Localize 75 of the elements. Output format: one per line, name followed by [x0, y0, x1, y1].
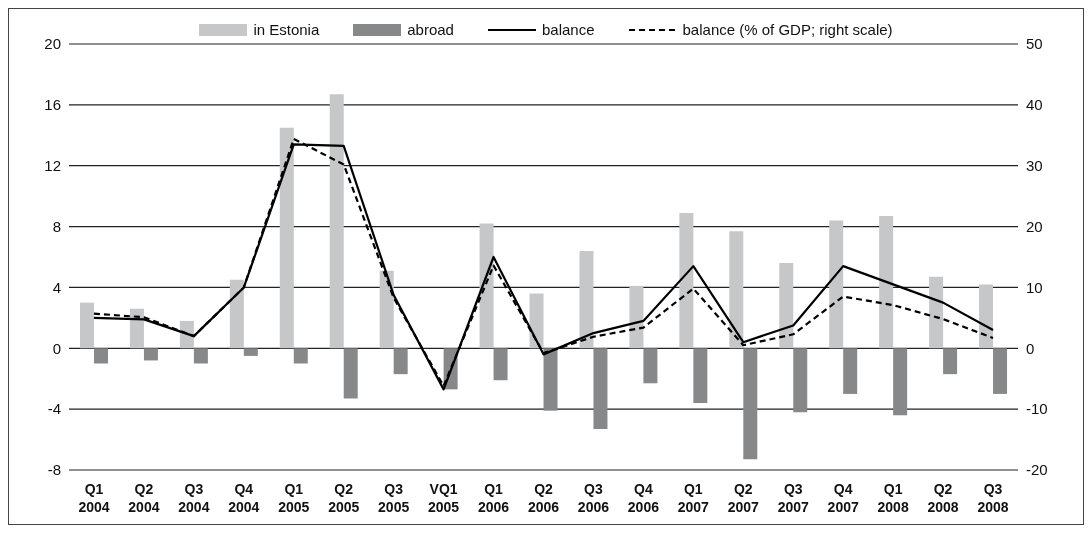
y-tick-label: -8 [47, 461, 61, 479]
y-tick-label: 0 [52, 339, 61, 357]
x-tick-label: VQ1 2005 [428, 481, 460, 515]
x-tick-label: Q2 2006 [527, 481, 560, 515]
x-tick-label: Q3 2007 [777, 481, 810, 515]
x-tick-label: Q1 2006 [477, 481, 510, 515]
bar [543, 348, 558, 411]
bar [943, 348, 958, 375]
x-tick-label: Q1 2007 [677, 481, 710, 515]
bar [793, 348, 808, 413]
bar [179, 320, 194, 349]
bar [343, 348, 358, 399]
y-tick-label: 20 [44, 35, 61, 53]
bar [929, 276, 944, 349]
bar [743, 348, 758, 460]
x-tick-label: Q1 2008 [877, 481, 909, 515]
x-tick-label: Q3 2008 [977, 481, 1009, 515]
y2-tick-label: 40 [1026, 96, 1043, 114]
y2-tick-label: 0 [1026, 339, 1035, 357]
bar [193, 348, 208, 364]
y2-tick-label: 50 [1026, 35, 1043, 53]
bar [493, 348, 508, 381]
legend-label: balance [540, 21, 595, 38]
x-tick-label: Q1 2005 [278, 481, 310, 515]
bar [729, 231, 744, 349]
bar [229, 279, 244, 349]
y2-tick-label: 10 [1026, 278, 1043, 296]
bar [979, 284, 994, 349]
y2-tick-label: -20 [1026, 461, 1048, 479]
bar [693, 348, 708, 404]
bar [779, 263, 794, 349]
bar [329, 94, 344, 349]
y2-tick-label: 30 [1026, 157, 1043, 175]
x-tick-label: Q4 2004 [228, 481, 260, 515]
y2-tick-label: 20 [1026, 217, 1043, 235]
x-tick-label: Q2 2008 [927, 481, 959, 515]
bar [129, 308, 144, 349]
bar [593, 348, 608, 429]
bar [279, 127, 294, 349]
x-tick-label: Q3 2005 [378, 481, 410, 515]
bar [893, 348, 908, 416]
bar [879, 215, 894, 349]
bar [629, 285, 644, 349]
x-tick-label: Q2 2007 [727, 481, 760, 515]
bar [379, 270, 394, 349]
bar [393, 348, 408, 375]
legend-label: balance (% of GDP; right scale) [681, 21, 893, 38]
y2-tick-label: -10 [1026, 400, 1048, 418]
legend-label: in Estonia [252, 21, 320, 38]
bar [143, 348, 158, 361]
bar [79, 302, 94, 349]
x-tick-label: Q1 2004 [78, 481, 110, 515]
y-tick-label: -4 [47, 400, 61, 418]
x-tick-label: Q4 2007 [827, 481, 859, 515]
bar [243, 348, 258, 356]
x-tick-label: Q2 2005 [328, 481, 360, 515]
y-tick-label: 8 [52, 217, 61, 235]
x-tick-label: Q3 2004 [178, 481, 210, 515]
x-tick-label: Q2 2004 [128, 481, 160, 515]
bar [479, 223, 494, 349]
bar [293, 348, 308, 364]
bar [993, 348, 1008, 394]
bar [93, 348, 108, 364]
x-tick-label: Q3 2006 [577, 481, 610, 515]
y-tick-label: 4 [52, 278, 61, 296]
bar [529, 293, 544, 349]
y-tick-label: 12 [44, 157, 61, 175]
bar [579, 250, 594, 349]
x-tick-label: Q4 2006 [627, 481, 660, 515]
bar [843, 348, 858, 394]
y-tick-label: 16 [44, 96, 61, 114]
legend-label: abroad [406, 21, 454, 38]
bar [643, 348, 658, 384]
bar [679, 212, 694, 349]
bar [829, 220, 844, 349]
